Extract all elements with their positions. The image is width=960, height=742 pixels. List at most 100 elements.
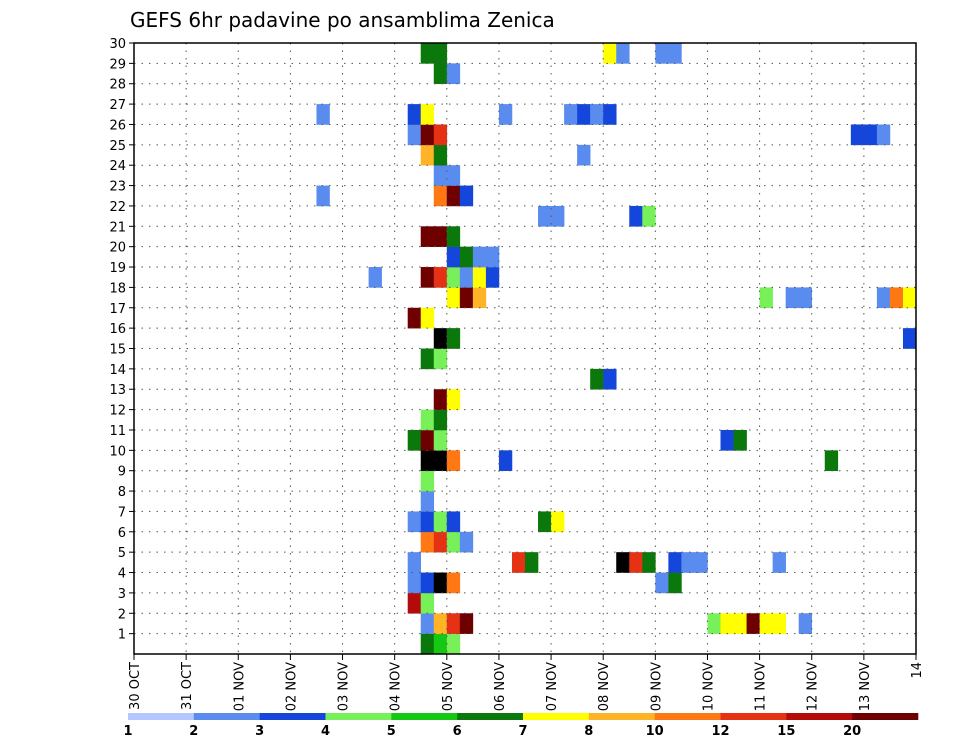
heatmap-cell — [525, 552, 539, 573]
heatmap-cell — [498, 450, 513, 471]
heatmap-cell — [433, 409, 448, 431]
heatmap-cell — [902, 328, 917, 349]
heatmap-cell — [759, 613, 773, 634]
x-tick-label: 02 NOV — [284, 662, 299, 711]
heatmap-cell — [407, 552, 422, 573]
heatmap-cell — [902, 287, 917, 309]
heatmap-cell — [472, 246, 487, 268]
heatmap-cell — [459, 185, 474, 207]
y-tick-label: 13 — [109, 383, 126, 398]
y-tick-label: 5 — [118, 546, 126, 561]
heatmap-cell — [446, 287, 461, 309]
heatmap-cell — [720, 429, 734, 451]
heatmap-cell — [420, 613, 435, 634]
heatmap-cell — [590, 104, 604, 125]
heatmap-cell — [850, 124, 865, 146]
heatmap-cell — [407, 124, 422, 146]
heatmap-cell — [433, 572, 448, 594]
y-tick-label: 30 — [109, 37, 126, 52]
legend-label: 20 — [843, 724, 861, 739]
y-tick-label: 17 — [109, 302, 126, 317]
heatmap-cell — [798, 613, 813, 634]
x-tick-label: 31 OCT — [180, 662, 195, 710]
legend-swatch — [786, 713, 853, 720]
y-tick-label: 28 — [109, 78, 126, 93]
grid-lines — [134, 43, 916, 654]
heatmap-cell — [459, 287, 474, 309]
heatmap-cell — [446, 572, 461, 594]
heatmap-cell — [420, 307, 435, 329]
heatmap-cell — [577, 144, 591, 166]
y-tick-label: 8 — [118, 485, 126, 500]
heatmap-cell — [433, 124, 448, 146]
legend-swatch — [193, 713, 260, 720]
y-tick-label: 12 — [109, 404, 126, 419]
heatmap-cell — [485, 246, 500, 268]
x-tick-label: 01 NOV — [232, 662, 247, 711]
heatmap-cell — [485, 267, 500, 288]
legend-label: 15 — [777, 724, 795, 739]
heatmap-cell — [511, 552, 526, 573]
heatmap-cell — [629, 205, 643, 227]
heatmap-cell — [824, 450, 839, 471]
heatmap-cell — [472, 287, 487, 309]
heatmap-cell — [433, 633, 448, 655]
heatmap-cell — [433, 63, 448, 85]
heatmap-cell — [446, 450, 461, 471]
y-tick-label: 11 — [109, 424, 126, 439]
x-axis-ticks: 30 OCT 31 OCT 01 NOV 02 NOV 03 NOV 04 NOV 05 N… — [128, 654, 925, 711]
heatmap-cell — [446, 511, 461, 533]
heatmap-cell — [433, 450, 448, 471]
x-tick-label: 09 NOV — [649, 662, 664, 711]
heatmap-cell — [459, 531, 474, 553]
heatmap-cell — [642, 205, 656, 227]
heatmap-cell — [551, 205, 565, 227]
heatmap-cell — [472, 267, 487, 288]
colorbar-legend: 1 2 3 4 5 6 7 8 10 12 15 20 — [123, 713, 919, 739]
heatmap-cell — [538, 205, 552, 227]
x-tick-label: 06 NOV — [493, 662, 508, 711]
x-tick-label: 12 NOV — [806, 662, 821, 711]
heatmap-cell — [433, 185, 448, 207]
heatmap-cell — [433, 613, 448, 634]
x-tick-label: 30 OCT — [128, 662, 143, 710]
heatmap-cell — [616, 43, 630, 64]
legend-swatch — [523, 713, 590, 720]
y-tick-label: 4 — [118, 567, 126, 582]
heatmap-cell — [433, 531, 448, 553]
heatmap-cell — [407, 429, 422, 451]
legend-swatch — [588, 713, 655, 720]
y-tick-label: 19 — [109, 261, 126, 276]
heatmap-cell — [420, 226, 435, 247]
y-tick-label: 21 — [109, 220, 126, 235]
heatmap-cell — [889, 287, 904, 309]
legend-swatch — [391, 713, 458, 720]
x-tick-label: 07 NOV — [545, 662, 560, 711]
y-tick-label: 2 — [118, 607, 126, 622]
heatmap-cell — [551, 511, 565, 533]
heatmap-cell — [538, 511, 552, 533]
legend-label: 8 — [584, 724, 593, 739]
heatmap-cell — [785, 287, 799, 309]
heatmap-cell — [446, 328, 461, 349]
heatmap-cell — [446, 633, 461, 655]
heatmap-cell — [603, 368, 617, 390]
heatmap-cell — [407, 307, 422, 329]
heatmap-cell — [772, 613, 786, 634]
heatmap-cell — [681, 552, 695, 573]
y-tick-label: 26 — [109, 118, 126, 133]
y-tick-label: 9 — [118, 465, 126, 480]
heatmap-cell — [590, 368, 604, 390]
legend-swatch — [720, 713, 787, 720]
heatmap-cell — [603, 43, 617, 64]
heatmap-cell — [707, 613, 721, 634]
heatmap-cell — [420, 43, 435, 64]
heatmap-cell — [420, 633, 435, 655]
heatmap-cell — [668, 552, 682, 573]
heatmap-cells — [316, 43, 917, 655]
heatmap-cell — [733, 613, 747, 634]
heatmap-cell — [629, 552, 643, 573]
heatmap-cell — [420, 104, 435, 125]
heatmap-cell — [876, 124, 891, 146]
